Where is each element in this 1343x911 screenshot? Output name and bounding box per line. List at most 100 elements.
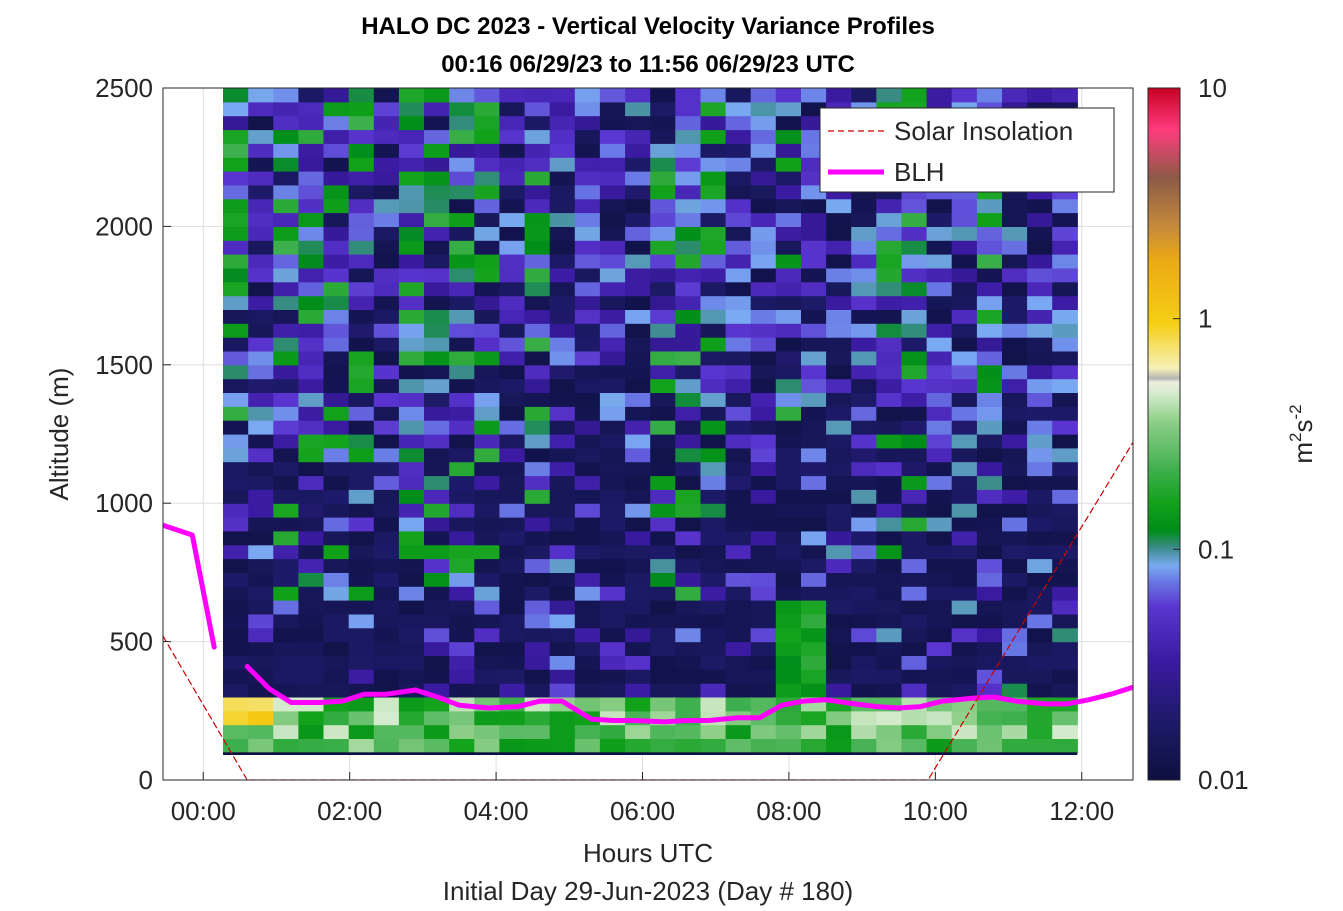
heatmap-cell — [248, 157, 274, 172]
heatmap-cell — [951, 198, 978, 214]
heatmap-cell — [700, 157, 727, 172]
heatmap-cell — [323, 157, 350, 172]
heatmap-cell — [675, 517, 701, 532]
heatmap-cell — [474, 129, 500, 144]
heatmap-cell — [248, 503, 274, 518]
heatmap-cell — [273, 447, 299, 463]
heatmap-cell — [474, 738, 500, 753]
y-tick-label: 0 — [139, 765, 153, 795]
heatmap-cell — [323, 323, 350, 338]
heatmap-cell — [926, 530, 953, 546]
heatmap-cell — [499, 655, 526, 670]
heatmap-cell — [775, 503, 802, 518]
heatmap-cell — [750, 88, 777, 103]
heatmap-cell — [700, 683, 727, 698]
heatmap-cell — [373, 295, 400, 310]
heatmap-cell — [1027, 198, 1053, 214]
heatmap-cell — [1002, 669, 1028, 684]
heatmap-cell — [826, 364, 852, 380]
heatmap-cell — [675, 364, 701, 380]
heatmap-cell — [499, 544, 526, 560]
heatmap-cell — [574, 129, 601, 144]
heatmap-cell — [373, 157, 400, 172]
heatmap-cell — [1027, 641, 1053, 656]
heatmap-cell — [574, 171, 601, 186]
heatmap-cell — [449, 683, 475, 698]
heatmap-cell — [398, 364, 425, 380]
heatmap-cell — [876, 198, 902, 214]
heatmap-cell — [549, 613, 576, 629]
heatmap-cell — [298, 600, 325, 615]
heatmap-cell — [625, 434, 651, 449]
heatmap-cell — [675, 655, 701, 670]
heatmap-cell — [951, 530, 978, 546]
heatmap-cell — [298, 434, 325, 449]
heatmap-cell — [775, 683, 802, 698]
heatmap-cell — [298, 530, 325, 546]
heatmap-cell — [449, 641, 475, 656]
heatmap-cell — [976, 572, 1003, 587]
heatmap-cell — [474, 461, 500, 477]
heatmap-cell — [976, 434, 1003, 449]
heatmap-cell — [474, 337, 500, 352]
heatmap-cell — [499, 558, 526, 573]
heatmap-cell — [876, 226, 902, 241]
heatmap-cell — [298, 406, 325, 421]
heatmap-cell — [323, 517, 350, 532]
series-lines — [163, 441, 1133, 780]
heatmap-cell — [499, 323, 526, 338]
heatmap-cell — [273, 267, 299, 283]
heatmap-cell — [1027, 226, 1053, 241]
heatmap-cell — [851, 710, 877, 726]
heatmap-cell — [801, 544, 827, 560]
heatmap-cell — [750, 544, 777, 560]
heatmap-cell — [625, 586, 651, 601]
heatmap-cell — [725, 600, 752, 615]
heatmap-cell — [373, 572, 400, 587]
colorbar-tick-label: 0.1 — [1198, 534, 1234, 564]
heatmap-cell — [675, 669, 701, 684]
heatmap-cell — [851, 254, 877, 269]
heatmap-cell — [675, 337, 701, 352]
heatmap-cell — [499, 212, 526, 227]
heatmap-cell — [625, 489, 651, 504]
heatmap-cell — [248, 323, 274, 338]
heatmap-cell — [474, 683, 500, 698]
heatmap-cell — [625, 517, 651, 532]
heatmap-cell — [524, 184, 551, 200]
heatmap-cell — [775, 655, 802, 670]
heatmap-cell — [424, 420, 450, 435]
heatmap-cell — [675, 115, 701, 131]
colorbar-tick-label: 1 — [1198, 304, 1212, 334]
heatmap-cell — [725, 295, 752, 310]
heatmap-cell — [625, 351, 651, 366]
heatmap-cell — [499, 586, 526, 601]
heatmap-cell — [348, 364, 375, 380]
heatmap-cell — [449, 669, 475, 684]
heatmap-cell — [725, 378, 752, 393]
heatmap-cell — [775, 143, 802, 158]
heatmap-cell — [574, 738, 601, 753]
heatmap-cell — [474, 710, 500, 726]
heatmap-cell — [826, 461, 852, 477]
heatmap-cell — [650, 143, 676, 158]
heatmap-cell — [1052, 738, 1078, 753]
heatmap-cell — [574, 613, 601, 629]
heatmap-cell — [323, 295, 350, 310]
heatmap-cell — [223, 392, 249, 407]
heatmap-cell — [599, 683, 626, 698]
heatmap-cell — [826, 198, 852, 214]
heatmap-cell — [499, 517, 526, 532]
heatmap-cell — [348, 420, 375, 435]
heatmap-cell — [424, 171, 450, 186]
heatmap-cell — [574, 254, 601, 269]
heatmap-cell — [323, 101, 350, 117]
heatmap-cell — [976, 420, 1003, 435]
heatmap-cell — [826, 517, 852, 532]
heatmap-cell — [650, 544, 676, 560]
heatmap-cell — [1027, 503, 1053, 518]
heatmap-cell — [574, 683, 601, 698]
heatmap-cell — [1027, 323, 1053, 338]
heatmap-cell — [725, 572, 752, 587]
